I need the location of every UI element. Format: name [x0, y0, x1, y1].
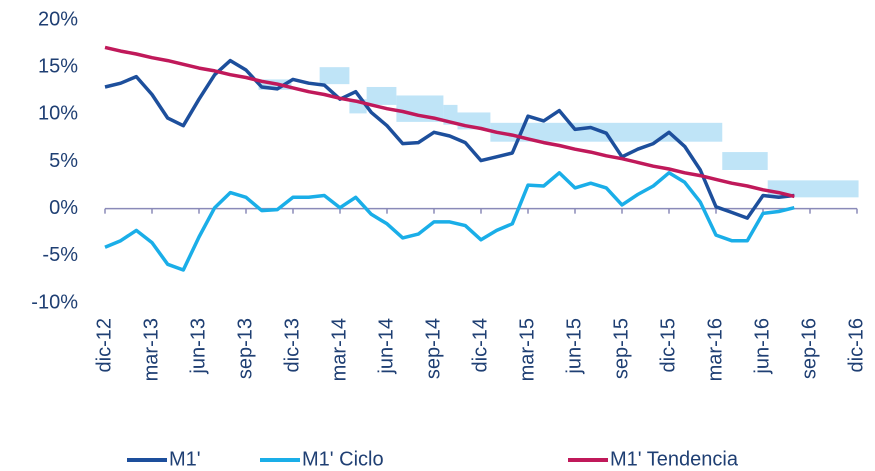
legend-label: M1' Tendencia	[610, 448, 739, 470]
legend-label: M1' Ciclo	[302, 448, 384, 470]
x-tick-label: dic-14	[469, 318, 491, 372]
series-line	[104, 45, 795, 199]
x-tick-label: jun-15	[563, 318, 585, 375]
x-tick-label: dic-12	[93, 318, 115, 372]
x-tick-label: dic-15	[657, 318, 679, 372]
x-tick-label: mar-14	[328, 318, 350, 381]
series-line	[104, 171, 795, 272]
x-tick-label: sep-16	[798, 318, 820, 379]
shaded-band	[767, 180, 859, 198]
x-tick-label: sep-14	[422, 318, 444, 379]
x-tick-label: sep-13	[234, 318, 256, 379]
series-line	[104, 58, 795, 220]
shaded-band	[366, 86, 397, 105]
x-tick-label: jun-13	[187, 318, 209, 375]
shaded-band	[722, 152, 768, 170]
y-tick-label: 10%	[38, 103, 78, 125]
legend-label: M1'	[169, 448, 201, 470]
x-tick-label: jun-14	[375, 318, 397, 375]
x-tick-label: mar-13	[140, 318, 162, 381]
y-tick-label: 20%	[38, 8, 78, 30]
y-tick-label: 0%	[49, 197, 78, 219]
shaded-band	[319, 67, 350, 85]
x-tick-label: mar-16	[704, 318, 726, 381]
x-tick-label: dic-13	[281, 318, 303, 372]
y-tick-label: 15%	[38, 55, 78, 77]
x-tick-label: mar-15	[516, 318, 538, 381]
y-tick-label: 5%	[49, 150, 78, 172]
y-tick-label: -5%	[42, 244, 78, 266]
y-tick-label: -10%	[31, 291, 78, 313]
x-tick-label: sep-15	[610, 318, 632, 379]
x-tick-label: dic-16	[845, 318, 867, 372]
x-tick-label: jun-16	[751, 318, 773, 375]
